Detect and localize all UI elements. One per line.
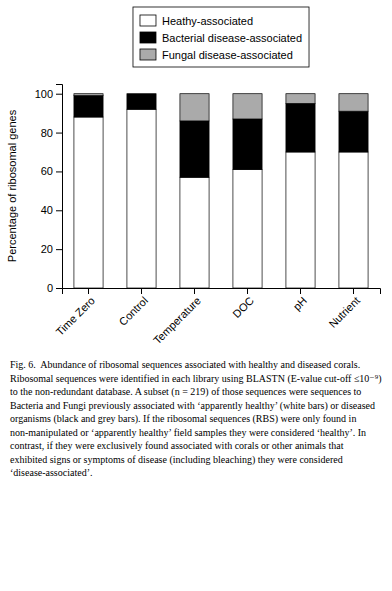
x-tick: pH <box>291 288 309 313</box>
caption-line: Fig. 6. Abundance of ribosomal sequences… <box>10 359 360 370</box>
legend-label: Fungal disease-associated <box>162 49 293 61</box>
caption-line: ‘disease-associated’. <box>10 467 92 478</box>
bar <box>127 94 156 110</box>
y-tick-mark <box>56 210 62 211</box>
bar <box>127 109 156 288</box>
caption: Fig. 6. Abundance of ribosomal sequences… <box>10 359 381 478</box>
x-tick: Nutrient <box>326 288 362 330</box>
bar <box>339 94 368 111</box>
legend-box <box>133 7 309 67</box>
x-tick-mark <box>247 288 248 294</box>
bar <box>180 121 209 177</box>
x-tick-mark <box>194 288 195 294</box>
legend-swatch <box>140 15 156 26</box>
bar <box>180 177 209 288</box>
y-tick-mark <box>56 249 62 250</box>
y-tick: 0 <box>47 282 62 294</box>
x-tick-label: Temperature <box>151 294 203 346</box>
y-tick-mark <box>56 133 62 134</box>
caption-line: to the non-redundant database. A subset … <box>10 386 361 398</box>
y-tick: 20 <box>41 243 62 255</box>
y-axis-title: Percentage of ribosomal genes <box>6 109 18 262</box>
legend: Heathy-associated Bacterial disease-assoc… <box>133 7 309 67</box>
y-tick-label: 60 <box>41 165 53 177</box>
y-tick: 60 <box>41 165 62 177</box>
y-tick-label: 20 <box>41 243 53 255</box>
bar <box>286 94 315 104</box>
bar <box>180 94 209 121</box>
y-tick-mark <box>56 94 62 95</box>
y-tick: 80 <box>41 127 62 139</box>
legend-swatch <box>140 32 156 43</box>
y-tick-label: 100 <box>35 88 53 100</box>
bar <box>233 119 262 170</box>
legend-item: Bacterial disease-associated <box>140 32 302 44</box>
y-tick: 100 <box>35 88 62 100</box>
y-tick-label: 0 <box>47 282 53 294</box>
x-tick-label: Control <box>116 294 150 328</box>
bar <box>339 111 368 152</box>
bar <box>233 94 262 119</box>
bar <box>286 152 315 288</box>
x-tick-mark <box>88 288 89 294</box>
caption-line: contrast, if they were exclusively found… <box>10 440 344 451</box>
bar <box>233 169 262 288</box>
x-tick: DOC <box>230 288 256 320</box>
x-tick: Time Zero <box>53 288 97 338</box>
bar <box>127 93 156 94</box>
x-axis: Time Zero ControlTemperature DOC pH Nutrient <box>53 288 380 346</box>
x-tick-mark <box>300 288 301 294</box>
x-tick: Temperature <box>151 288 203 346</box>
legend-label: Bacterial disease-associated <box>162 32 302 44</box>
bar <box>74 94 103 96</box>
bar <box>74 117 103 288</box>
series-bars <box>74 109 368 288</box>
y-tick-mark <box>56 171 62 172</box>
x-axis-line <box>63 289 381 295</box>
bars <box>74 94 368 288</box>
caption-line: organisms (black and grey bars). If the … <box>10 413 356 425</box>
legend-item: Fungal disease-associated <box>140 49 293 61</box>
x-tick: Control <box>116 288 150 328</box>
series-bars <box>74 94 368 178</box>
x-tick-label: DOC <box>230 294 256 320</box>
x-tick-mark <box>141 288 142 294</box>
bar <box>339 152 368 288</box>
legend-label: Heathy-associated <box>162 15 253 27</box>
x-tick-mark <box>353 288 354 294</box>
y-tick-mark <box>56 288 62 289</box>
caption-line: Ribosomal sequences were identified in e… <box>10 373 381 385</box>
caption-line: non-manipulated or ‘apparently healthy’ … <box>10 427 366 438</box>
legend-item: Heathy-associated <box>140 15 253 27</box>
caption-line: exhibited signs or symptoms of disease (… <box>10 454 343 466</box>
caption-line: Bacteria and Fungi previously associated… <box>10 400 375 412</box>
x-tick-label: Time Zero <box>53 294 97 338</box>
legend-swatch <box>140 49 156 60</box>
y-tick-label: 80 <box>41 127 53 139</box>
y-axis: 0 20 40 60 80 100 <box>35 85 63 295</box>
y-axis-line <box>56 85 63 289</box>
y-tick: 40 <box>41 204 62 216</box>
y-tick-label: 40 <box>41 204 53 216</box>
x-tick-label: Nutrient <box>326 294 362 330</box>
chart: 0 20 40 60 80 100 Time Zero ControlTemperature D… <box>0 0 392 591</box>
bar <box>286 103 315 152</box>
bar <box>74 96 103 117</box>
x-tick-label: pH <box>291 294 309 312</box>
series-bars <box>74 94 368 121</box>
